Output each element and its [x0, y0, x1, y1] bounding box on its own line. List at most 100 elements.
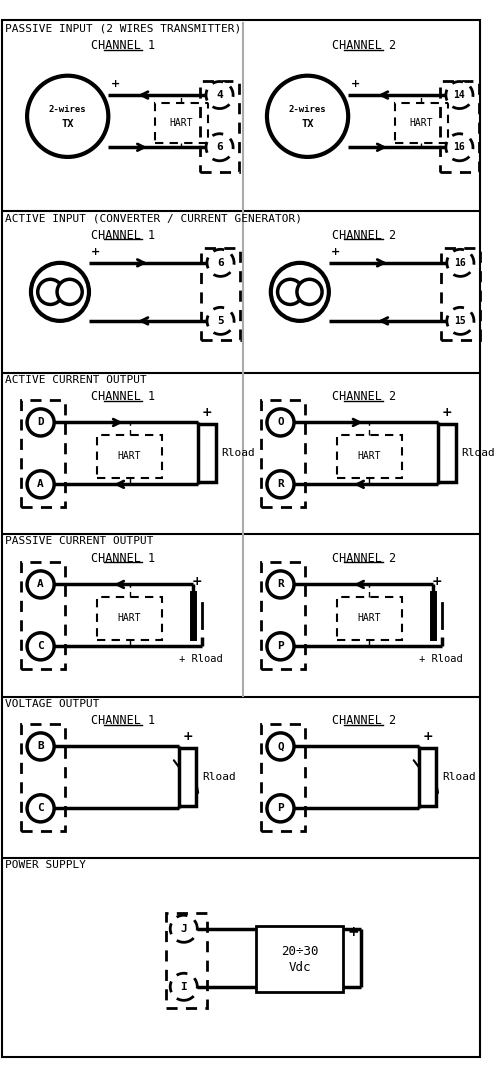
Bar — [261, 724, 305, 830]
Bar — [21, 724, 65, 830]
Circle shape — [27, 75, 109, 157]
Text: VOLTAGE OUTPUT: VOLTAGE OUTPUT — [5, 699, 99, 709]
Text: 16: 16 — [455, 257, 466, 268]
Circle shape — [277, 279, 303, 305]
Circle shape — [267, 571, 294, 598]
Text: 14: 14 — [454, 90, 465, 100]
Text: 20÷30: 20÷30 — [281, 946, 319, 959]
Text: CHANNEL 2: CHANNEL 2 — [332, 551, 396, 564]
Text: CHANNEL 1: CHANNEL 1 — [91, 39, 155, 52]
Circle shape — [297, 279, 322, 305]
Bar — [419, 749, 436, 807]
Text: ACTIVE INPUT (CONVERTER / CURRENT GENERATOR): ACTIVE INPUT (CONVERTER / CURRENT GENERA… — [5, 213, 302, 223]
Circle shape — [31, 263, 89, 321]
Text: Q: Q — [277, 741, 284, 752]
Bar — [261, 401, 305, 506]
Text: CHANNEL 2: CHANNEL 2 — [332, 39, 396, 52]
Circle shape — [271, 263, 329, 321]
Bar — [200, 81, 239, 172]
Text: CHANNEL 1: CHANNEL 1 — [91, 551, 155, 564]
Bar — [337, 435, 402, 477]
Text: PASSIVE CURRENT OUTPUT: PASSIVE CURRENT OUTPUT — [5, 536, 153, 546]
Text: HART: HART — [358, 613, 381, 624]
Circle shape — [267, 471, 294, 498]
Circle shape — [267, 795, 294, 822]
Text: A: A — [37, 579, 44, 589]
Bar — [261, 562, 305, 669]
Text: 5: 5 — [217, 316, 224, 326]
Circle shape — [267, 75, 348, 157]
Circle shape — [27, 733, 54, 760]
Text: +: + — [347, 925, 359, 939]
Text: CHANNEL 2: CHANNEL 2 — [332, 714, 396, 727]
Text: ACTIVE CURRENT OUTPUT: ACTIVE CURRENT OUTPUT — [5, 375, 146, 384]
Text: PASSIVE INPUT (2 WIRES TRANSMITTER): PASSIVE INPUT (2 WIRES TRANSMITTER) — [5, 24, 241, 33]
Bar — [166, 913, 207, 1008]
Text: HART: HART — [358, 451, 381, 461]
Bar — [21, 401, 65, 506]
Text: 2-wires: 2-wires — [289, 106, 326, 114]
Text: R: R — [277, 479, 284, 489]
Text: I: I — [180, 982, 187, 992]
Text: Vdc: Vdc — [288, 961, 311, 974]
Text: +: + — [442, 406, 452, 419]
Bar — [198, 424, 216, 482]
Text: CHANNEL 1: CHANNEL 1 — [91, 390, 155, 403]
Text: O: O — [277, 418, 284, 428]
Bar — [97, 435, 162, 477]
Text: 6: 6 — [217, 257, 224, 268]
Circle shape — [267, 633, 294, 660]
Text: HART: HART — [409, 118, 433, 128]
Circle shape — [27, 471, 54, 498]
Text: +: + — [111, 80, 121, 89]
Text: +: + — [202, 406, 212, 419]
Text: Rload: Rload — [202, 772, 236, 782]
Circle shape — [446, 134, 473, 160]
Circle shape — [27, 633, 54, 660]
Circle shape — [207, 249, 234, 277]
Text: +: + — [91, 247, 100, 257]
Text: CHANNEL 1: CHANNEL 1 — [91, 714, 155, 727]
Text: 2-wires: 2-wires — [49, 106, 87, 114]
Circle shape — [207, 307, 234, 335]
Bar — [155, 102, 208, 143]
Text: + Rload: + Rload — [419, 654, 463, 665]
Text: POWER SUPPLY: POWER SUPPLY — [5, 861, 86, 870]
Circle shape — [38, 279, 63, 305]
Bar — [97, 597, 162, 640]
Bar — [441, 249, 480, 340]
Circle shape — [267, 409, 294, 436]
Text: Rload: Rload — [222, 448, 255, 459]
Circle shape — [447, 307, 474, 335]
Bar — [394, 102, 448, 143]
Text: Rload: Rload — [442, 772, 476, 782]
Text: D: D — [37, 418, 44, 428]
Bar — [21, 562, 65, 669]
Bar — [179, 749, 196, 807]
Bar — [201, 249, 240, 340]
Circle shape — [206, 134, 233, 160]
Text: CHANNEL 1: CHANNEL 1 — [91, 228, 155, 241]
Text: 15: 15 — [455, 316, 466, 326]
Bar — [438, 424, 456, 482]
Text: Rload: Rload — [461, 448, 495, 459]
Circle shape — [27, 409, 54, 436]
Text: 4: 4 — [216, 90, 223, 100]
Circle shape — [27, 571, 54, 598]
Bar — [440, 81, 479, 172]
Circle shape — [170, 915, 197, 942]
Text: +: + — [432, 575, 443, 588]
Circle shape — [267, 733, 294, 760]
Circle shape — [206, 82, 233, 109]
Text: TX: TX — [61, 120, 74, 129]
Text: HART: HART — [170, 118, 193, 128]
Circle shape — [446, 82, 473, 109]
Text: J: J — [180, 924, 187, 934]
Text: +: + — [192, 575, 203, 588]
Text: +: + — [422, 729, 433, 742]
Text: C: C — [37, 641, 44, 652]
Circle shape — [57, 279, 82, 305]
Text: CHANNEL 2: CHANNEL 2 — [332, 228, 396, 241]
Text: + Rload: + Rload — [179, 654, 223, 665]
Text: P: P — [277, 803, 284, 813]
